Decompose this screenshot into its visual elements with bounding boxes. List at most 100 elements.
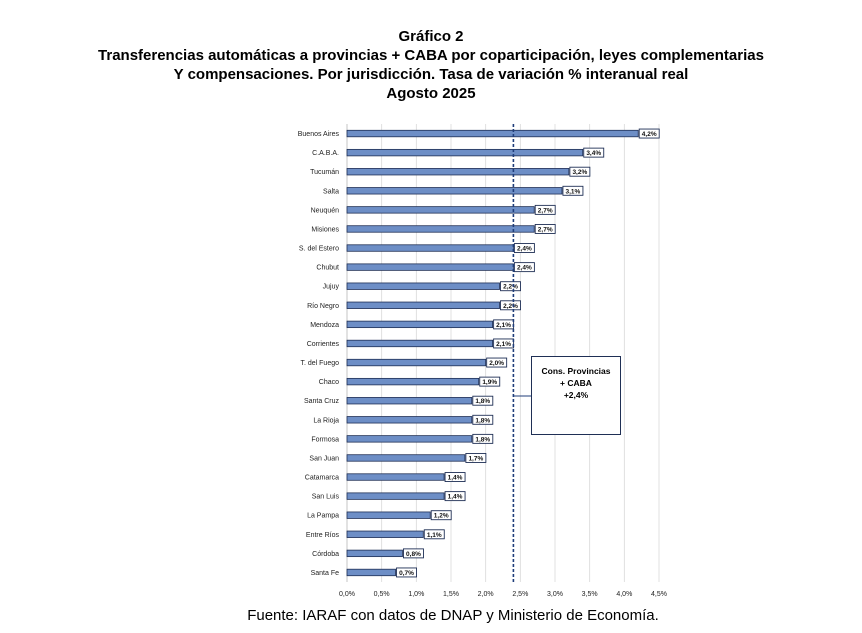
- data-label: 3,2%: [572, 169, 587, 176]
- bar: [346, 358, 487, 367]
- category-label: Santa Fe: [311, 570, 340, 577]
- category-label: Misiones: [311, 226, 339, 233]
- data-label: 2,4%: [517, 265, 532, 272]
- data-label: 1,8%: [475, 417, 490, 424]
- data-label-box: [472, 395, 494, 406]
- data-label-box: [583, 147, 605, 158]
- data-label: 1,9%: [482, 379, 497, 386]
- bar: [346, 416, 473, 424]
- bar: [346, 129, 639, 138]
- category-label: Formosa: [311, 436, 339, 443]
- category-label: Buenos Aires: [298, 131, 340, 138]
- data-label: 2,0%: [489, 360, 504, 367]
- category-label: Chubut: [316, 265, 339, 272]
- data-label: 2,2%: [503, 303, 518, 310]
- bar: [346, 282, 500, 290]
- data-label: 0,8%: [406, 551, 421, 558]
- chart-title-line1: Gráfico 2: [398, 28, 464, 45]
- bar: [346, 187, 563, 195]
- data-label-box: [513, 262, 535, 273]
- x-tick-label: 3,0%: [547, 591, 563, 598]
- data-label: 1,4%: [448, 475, 463, 482]
- data-label-box: [638, 128, 660, 139]
- bar: [346, 339, 494, 348]
- data-label-box: [423, 529, 445, 540]
- data-label-box: [500, 281, 521, 292]
- data-label-box: [493, 338, 515, 349]
- bar: [346, 263, 514, 271]
- category-label: Río Negro: [307, 303, 339, 310]
- category-label: San Juan: [309, 455, 339, 462]
- data-label-box: [444, 491, 466, 502]
- bar: [346, 454, 466, 462]
- chart-titles: Gráfico 2 Transferencias automáticas a p…: [0, 27, 862, 103]
- bar: [346, 568, 396, 577]
- x-tick-label: 1,5%: [443, 591, 459, 598]
- data-label: 1,8%: [475, 398, 490, 405]
- bar: [346, 511, 431, 519]
- category-label: Santa Cruz: [304, 398, 340, 405]
- category-label: Mendoza: [310, 322, 339, 329]
- category-label: Jujuy: [323, 284, 340, 291]
- category-label: Entre Ríos: [306, 532, 340, 539]
- x-tick-label: 2,0%: [478, 591, 494, 598]
- data-label-box: [513, 243, 535, 253]
- category-label: La Rioja: [313, 417, 339, 424]
- bar: [346, 397, 473, 405]
- category-label: Salta: [323, 188, 339, 195]
- data-label-box: [500, 300, 521, 311]
- bar: [346, 206, 535, 214]
- chart-title-line4: Agosto 2025: [386, 85, 476, 102]
- bar: [346, 530, 424, 538]
- category-label: Corrientes: [307, 341, 340, 348]
- data-label: 1,1%: [427, 532, 442, 539]
- bar: [346, 377, 480, 386]
- category-label: Neuquén: [311, 207, 340, 214]
- data-label: 3,4%: [586, 150, 601, 157]
- data-label: 3,1%: [566, 188, 581, 195]
- data-label: 2,1%: [496, 341, 511, 348]
- data-label-box: [465, 453, 487, 463]
- category-label: San Luis: [312, 494, 340, 501]
- data-label-box: [472, 433, 494, 444]
- data-label: 2,7%: [538, 226, 553, 233]
- data-label: 4,2%: [642, 131, 657, 138]
- x-tick-label: 4,5%: [651, 591, 667, 598]
- data-label-box: [534, 204, 556, 215]
- bar: [346, 168, 570, 176]
- data-label-box: [396, 567, 417, 578]
- source-note: Fuente: IARAF con datos de DNAP y Minist…: [247, 607, 659, 624]
- bar: [346, 225, 535, 233]
- bar: [346, 244, 514, 252]
- data-label: 1,2%: [434, 513, 449, 520]
- category-label: T. del Fuego: [300, 360, 339, 367]
- data-label: 2,1%: [496, 322, 511, 329]
- chart-title-line2: Transferencias automáticas a provincias …: [98, 47, 764, 64]
- data-label: 0,7%: [399, 570, 414, 577]
- x-tick-label: 0,5%: [374, 591, 390, 598]
- data-label: 2,4%: [517, 246, 532, 253]
- category-label: Chaco: [319, 379, 339, 386]
- x-tick-label: 1,0%: [408, 591, 424, 598]
- category-label: Catamarca: [305, 475, 339, 482]
- x-tick-label: 4,0%: [616, 591, 632, 598]
- bar: [346, 549, 403, 558]
- x-tick-label: 3,5%: [582, 591, 598, 598]
- bar: [346, 148, 584, 157]
- bar: [346, 492, 445, 500]
- category-label: La Pampa: [307, 513, 339, 520]
- data-label-box: [534, 224, 556, 234]
- data-label: 1,8%: [475, 436, 490, 443]
- data-label-box: [403, 548, 424, 559]
- annotation-line2: + CABA: [560, 378, 592, 388]
- data-label-box: [472, 414, 494, 425]
- annotation-line3: +2,4%: [563, 390, 589, 400]
- category-label: Tucumán: [310, 169, 339, 176]
- data-label-box: [479, 376, 501, 387]
- data-label: 2,7%: [538, 207, 553, 214]
- data-label-box: [444, 472, 466, 482]
- data-label-box: [486, 357, 508, 368]
- annotation-line1: Cons. Provincias: [541, 366, 611, 376]
- data-label: 2,2%: [503, 284, 518, 291]
